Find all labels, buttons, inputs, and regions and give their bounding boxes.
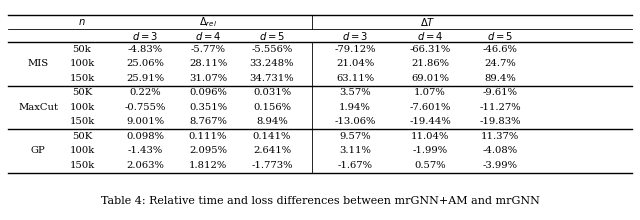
Text: 0.096%: 0.096% <box>189 88 227 97</box>
Text: 11.37%: 11.37% <box>481 132 519 141</box>
Text: 25.06%: 25.06% <box>126 59 164 68</box>
Text: 28.11%: 28.11% <box>189 59 227 68</box>
Text: 69.01%: 69.01% <box>411 74 449 83</box>
Text: 0.111%: 0.111% <box>189 132 227 141</box>
Text: $d = 5$: $d = 5$ <box>487 29 513 42</box>
Text: -13.06%: -13.06% <box>334 117 376 126</box>
Text: -4.08%: -4.08% <box>483 146 518 155</box>
Text: 21.04%: 21.04% <box>336 59 374 68</box>
Text: GP: GP <box>31 146 45 155</box>
Text: 0.351%: 0.351% <box>189 103 227 112</box>
Text: 2.063%: 2.063% <box>126 161 164 170</box>
Text: -11.27%: -11.27% <box>479 103 521 112</box>
Text: 1.07%: 1.07% <box>414 88 446 97</box>
Text: 0.156%: 0.156% <box>253 103 291 112</box>
Text: -3.99%: -3.99% <box>483 161 518 170</box>
Text: 0.141%: 0.141% <box>253 132 291 141</box>
Text: 9.001%: 9.001% <box>126 117 164 126</box>
Text: 1.94%: 1.94% <box>339 103 371 112</box>
Text: 150k: 150k <box>69 161 95 170</box>
Text: 1.812%: 1.812% <box>189 161 227 170</box>
Text: 2.641%: 2.641% <box>253 146 291 155</box>
Text: 25.91%: 25.91% <box>126 74 164 83</box>
Text: -4.83%: -4.83% <box>127 45 163 54</box>
Text: 3.57%: 3.57% <box>339 88 371 97</box>
Text: Table 4: Relative time and loss differences between mrGNN+AM and mrGNN: Table 4: Relative time and loss differen… <box>100 196 540 206</box>
Text: -19.83%: -19.83% <box>479 117 521 126</box>
Text: -1.99%: -1.99% <box>412 146 447 155</box>
Text: 89.4%: 89.4% <box>484 74 516 83</box>
Text: $d = 5$: $d = 5$ <box>259 29 285 42</box>
Text: 150k: 150k <box>69 117 95 126</box>
Text: 100k: 100k <box>69 59 95 68</box>
Text: $\Delta T$: $\Delta T$ <box>420 16 435 28</box>
Text: 100k: 100k <box>69 103 95 112</box>
Text: -5.77%: -5.77% <box>191 45 225 54</box>
Text: $d = 3$: $d = 3$ <box>342 29 368 42</box>
Text: 2.095%: 2.095% <box>189 146 227 155</box>
Text: 8.767%: 8.767% <box>189 117 227 126</box>
Text: 50K: 50K <box>72 132 92 141</box>
Text: 0.22%: 0.22% <box>129 88 161 97</box>
Text: 0.57%: 0.57% <box>414 161 446 170</box>
Text: 34.731%: 34.731% <box>250 74 294 83</box>
Text: 0.098%: 0.098% <box>126 132 164 141</box>
Text: -1.773%: -1.773% <box>252 161 292 170</box>
Text: $n$: $n$ <box>78 17 86 27</box>
Text: 63.11%: 63.11% <box>336 74 374 83</box>
Text: -1.43%: -1.43% <box>127 146 163 155</box>
Text: 0.031%: 0.031% <box>253 88 291 97</box>
Text: 11.04%: 11.04% <box>411 132 449 141</box>
Text: 24.7%: 24.7% <box>484 59 516 68</box>
Text: $d = 4$: $d = 4$ <box>417 29 443 42</box>
Text: $d = 3$: $d = 3$ <box>132 29 158 42</box>
Text: MaxCut: MaxCut <box>18 103 58 112</box>
Text: -66.31%: -66.31% <box>410 45 451 54</box>
Text: -5.556%: -5.556% <box>252 45 292 54</box>
Text: MIS: MIS <box>28 59 49 68</box>
Text: -0.755%: -0.755% <box>124 103 166 112</box>
Text: $\Delta_{rel}$: $\Delta_{rel}$ <box>200 15 218 29</box>
Text: 9.57%: 9.57% <box>339 132 371 141</box>
Text: 31.07%: 31.07% <box>189 74 227 83</box>
Text: 50K: 50K <box>72 88 92 97</box>
Text: 50k: 50k <box>72 45 92 54</box>
Text: $d = 4$: $d = 4$ <box>195 29 221 42</box>
Text: 21.86%: 21.86% <box>411 59 449 68</box>
Text: 150k: 150k <box>69 74 95 83</box>
Text: -7.601%: -7.601% <box>410 103 451 112</box>
Text: 33.248%: 33.248% <box>250 59 294 68</box>
Text: 3.11%: 3.11% <box>339 146 371 155</box>
Text: 100k: 100k <box>69 146 95 155</box>
Text: -79.12%: -79.12% <box>334 45 376 54</box>
Text: -19.44%: -19.44% <box>409 117 451 126</box>
Text: -9.61%: -9.61% <box>483 88 518 97</box>
Text: -1.67%: -1.67% <box>337 161 372 170</box>
Text: -46.6%: -46.6% <box>483 45 517 54</box>
Text: 8.94%: 8.94% <box>256 117 288 126</box>
